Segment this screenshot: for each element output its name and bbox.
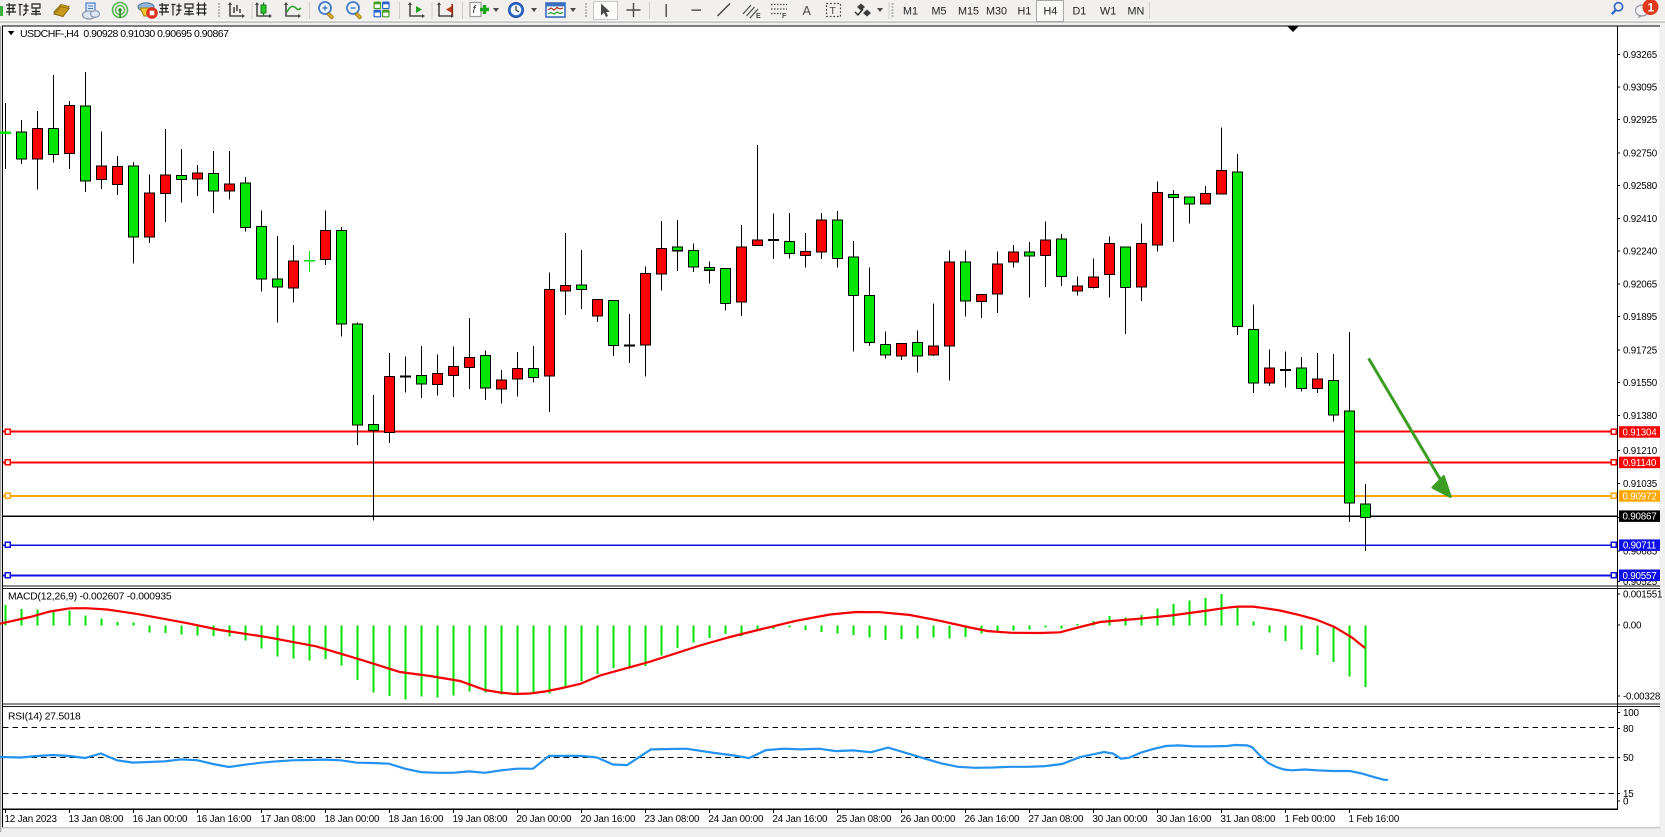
svg-text:100: 100	[1623, 708, 1639, 719]
svg-text:25 Jan 08:00: 25 Jan 08:00	[837, 814, 893, 825]
svg-text:0.91210: 0.91210	[1623, 446, 1658, 457]
svg-text:20 Jan 16:00: 20 Jan 16:00	[581, 814, 637, 825]
svg-text:19 Jan 08:00: 19 Jan 08:00	[453, 814, 509, 825]
svg-text:-0.00328: -0.00328	[1623, 691, 1661, 702]
svg-text:18 Jan 16:00: 18 Jan 16:00	[389, 814, 445, 825]
svg-text:D1: D1	[1073, 6, 1087, 18]
svg-text:0.92065: 0.92065	[1623, 280, 1658, 291]
svg-text:0.92750: 0.92750	[1623, 148, 1658, 159]
svg-text:17 Jan 08:00: 17 Jan 08:00	[261, 814, 317, 825]
svg-text:0: 0	[1623, 796, 1629, 807]
svg-text:0.92410: 0.92410	[1623, 214, 1658, 225]
svg-text:0.90867: 0.90867	[1622, 512, 1656, 523]
svg-text:20 Jan 00:00: 20 Jan 00:00	[517, 814, 573, 825]
svg-text:H4: H4	[1044, 6, 1058, 18]
svg-text:0.91304: 0.91304	[1622, 428, 1657, 439]
svg-text:16 Jan 16:00: 16 Jan 16:00	[197, 814, 253, 825]
svg-text:0.91035: 0.91035	[1623, 479, 1658, 490]
svg-text:16 Jan 00:00: 16 Jan 00:00	[133, 814, 189, 825]
svg-text:0.93265: 0.93265	[1623, 50, 1658, 61]
svg-text:30 Jan 16:00: 30 Jan 16:00	[1157, 814, 1213, 825]
svg-text:0.91140: 0.91140	[1623, 458, 1657, 469]
svg-text:15: 15	[1623, 789, 1634, 800]
svg-text:0.90711: 0.90711	[1623, 541, 1656, 552]
svg-text:31 Jan 08:00: 31 Jan 08:00	[1221, 814, 1277, 825]
svg-text:80: 80	[1623, 724, 1634, 735]
svg-text:50: 50	[1623, 753, 1634, 764]
svg-text:A: A	[803, 4, 812, 18]
svg-text:E: E	[756, 13, 761, 20]
svg-text:0.93095: 0.93095	[1623, 83, 1658, 94]
svg-text:H1: H1	[1018, 6, 1032, 18]
svg-text:0.90972: 0.90972	[1622, 492, 1656, 503]
svg-text:27 Jan 08:00: 27 Jan 08:00	[1029, 814, 1085, 825]
svg-text:1 Feb 16:00: 1 Feb 16:00	[1349, 814, 1400, 825]
svg-text:26 Jan 16:00: 26 Jan 16:00	[965, 814, 1021, 825]
svg-text:f: f	[473, 4, 477, 16]
svg-text:MN: MN	[1128, 6, 1145, 18]
svg-text:1 Feb 00:00: 1 Feb 00:00	[1285, 814, 1336, 825]
svg-text:0.91895: 0.91895	[1623, 312, 1658, 323]
svg-text:0.00: 0.00	[1623, 620, 1642, 631]
svg-text:T: T	[830, 5, 837, 17]
svg-text:M30: M30	[986, 6, 1007, 18]
svg-text:0.92925: 0.92925	[1623, 115, 1658, 126]
svg-text:26 Jan 00:00: 26 Jan 00:00	[901, 814, 957, 825]
svg-text:W1: W1	[1100, 6, 1116, 18]
svg-text:0.90557: 0.90557	[1622, 571, 1656, 582]
svg-text:RSI(14) 27.5018: RSI(14) 27.5018	[8, 712, 81, 723]
svg-text:F: F	[782, 13, 787, 20]
svg-text:24 Jan 16:00: 24 Jan 16:00	[773, 814, 829, 825]
svg-text:0.91550: 0.91550	[1623, 378, 1658, 389]
svg-text:MACD(12,26,9) -0.002607 -0.000: MACD(12,26,9) -0.002607 -0.000935	[8, 592, 172, 603]
svg-text:12 Jan 2023: 12 Jan 2023	[5, 814, 58, 825]
svg-text:23 Jan 08:00: 23 Jan 08:00	[645, 814, 701, 825]
svg-text:0.91380: 0.91380	[1623, 411, 1658, 422]
svg-text:0.001551: 0.001551	[1623, 590, 1662, 601]
svg-text:M15: M15	[958, 6, 979, 18]
svg-text:30 Jan 00:00: 30 Jan 00:00	[1093, 814, 1149, 825]
svg-text:13 Jan 08:00: 13 Jan 08:00	[69, 814, 125, 825]
svg-text:0.90685: 0.90685	[1623, 546, 1658, 557]
svg-text:0.92580: 0.92580	[1623, 181, 1658, 192]
svg-text:M5: M5	[932, 6, 947, 18]
svg-text:0.92240: 0.92240	[1623, 247, 1658, 258]
svg-text:M1: M1	[903, 6, 918, 18]
svg-text:USDCHF-,H4 0.90928 0.91030 0.: USDCHF-,H4 0.90928 0.91030 0.90695 0.908…	[20, 28, 229, 40]
svg-text:18 Jan 00:00: 18 Jan 00:00	[325, 814, 381, 825]
svg-text:1: 1	[1648, 1, 1655, 15]
svg-text:0.91725: 0.91725	[1623, 345, 1658, 356]
svg-text:0.90525: 0.90525	[1623, 577, 1658, 588]
svg-text:24 Jan 00:00: 24 Jan 00:00	[709, 814, 765, 825]
